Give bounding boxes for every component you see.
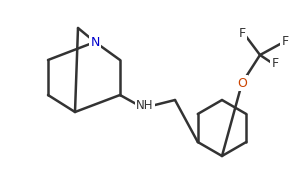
Text: O: O: [237, 76, 247, 89]
Text: N: N: [90, 36, 100, 49]
Text: F: F: [282, 34, 289, 47]
Text: F: F: [271, 57, 278, 70]
Text: NH: NH: [136, 99, 154, 111]
Text: F: F: [238, 26, 245, 39]
